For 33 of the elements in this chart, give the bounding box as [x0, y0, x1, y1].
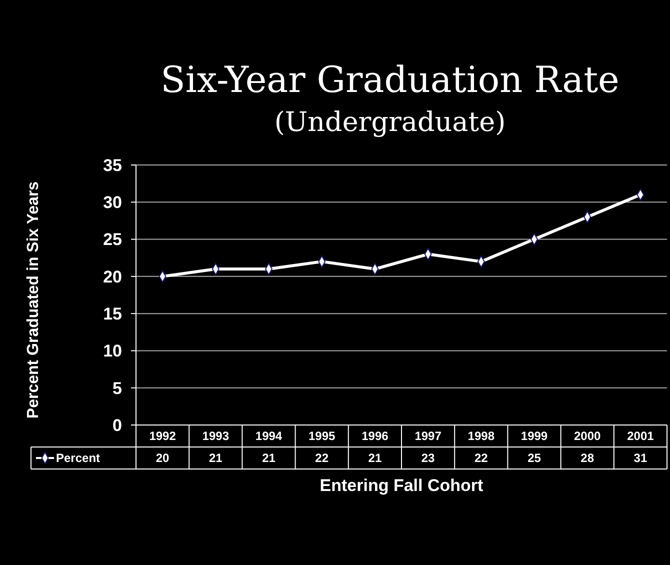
chart-title: Six-Year Graduation Rate [160, 60, 620, 101]
x-tick-label: 1993 [202, 429, 230, 443]
x-tick-label: 2001 [627, 429, 654, 443]
x-tick-label: 2000 [574, 429, 602, 443]
x-tick-label: 1998 [468, 429, 495, 443]
data-label: 25 [528, 451, 542, 465]
y-tick-label: 10 [103, 342, 122, 361]
data-label: 22 [474, 451, 488, 465]
data-label: 21 [368, 451, 382, 465]
x-tick-label: 1997 [414, 429, 442, 443]
x-tick-label: 1995 [308, 429, 336, 443]
y-axis-title: Percent Graduated in Six Years [25, 181, 42, 419]
data-label: 21 [208, 451, 223, 465]
x-tick-label: 1994 [255, 429, 282, 443]
y-tick-label: 0 [112, 416, 122, 435]
data-label: 20 [156, 451, 170, 465]
y-tick-label: 15 [103, 304, 122, 324]
x-tick-label: 1992 [149, 429, 176, 443]
y-tick-label: 25 [103, 230, 122, 250]
y-tick-label: 20 [103, 267, 122, 286]
y-tick-label: 35 [103, 156, 122, 175]
data-label: 22 [315, 451, 329, 465]
x-tick-label: 1996 [362, 429, 389, 443]
data-label: 23 [421, 451, 436, 465]
data-label: 28 [580, 451, 594, 465]
y-tick-label: 30 [103, 193, 122, 212]
legend-label: Percent [56, 451, 100, 465]
data-label: 21 [262, 451, 276, 465]
y-tick-label: 5 [112, 378, 122, 398]
x-axis-title: Entering Fall Cohort [320, 476, 484, 495]
x-tick-label: 1999 [520, 429, 548, 443]
data-label: 31 [634, 451, 648, 465]
chart-subtitle: (Undergraduate) [274, 107, 506, 138]
